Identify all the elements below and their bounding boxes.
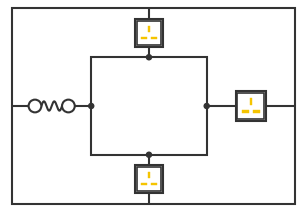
Bar [148, 172, 150, 178]
Bar [151, 37, 157, 39]
Bar [135, 19, 163, 47]
Circle shape [147, 55, 151, 60]
Circle shape [62, 100, 75, 112]
Circle shape [147, 152, 151, 157]
Bar [137, 167, 161, 191]
Bar [236, 91, 266, 121]
Bar [141, 183, 147, 185]
Bar [250, 98, 252, 105]
Circle shape [204, 103, 209, 109]
Bar [242, 110, 249, 113]
Bar [237, 93, 264, 119]
Bar [253, 110, 260, 113]
Bar [148, 26, 150, 32]
Bar [135, 165, 163, 193]
Circle shape [29, 100, 41, 112]
Circle shape [89, 103, 94, 109]
Bar [151, 183, 157, 185]
Bar [141, 37, 147, 39]
Bar [137, 21, 161, 45]
